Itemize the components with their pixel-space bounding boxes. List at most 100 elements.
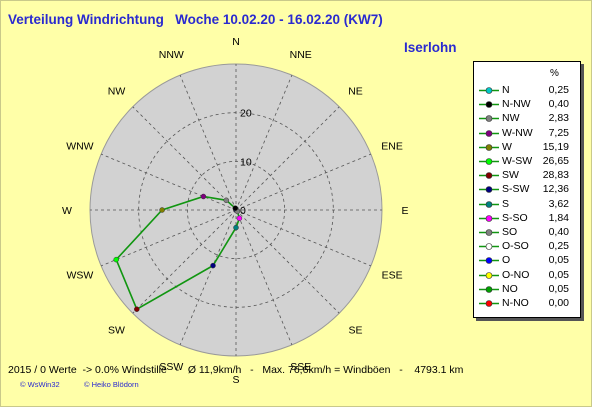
legend-unit: % bbox=[550, 68, 559, 79]
legend-marker bbox=[478, 98, 500, 111]
grid-spoke-wnw bbox=[100, 153, 237, 211]
legend-item: W-NW 7,25 bbox=[474, 127, 580, 140]
data-point-wnw bbox=[200, 193, 207, 200]
copyright-author: © Heiko Blödorn bbox=[84, 380, 139, 389]
legend-value: 0,25 bbox=[548, 84, 569, 96]
direction-label-ssw: SSW bbox=[159, 361, 183, 373]
radial-tick-20: 20 bbox=[240, 108, 252, 120]
legend-marker bbox=[478, 127, 500, 140]
direction-label-nw: NW bbox=[108, 86, 126, 98]
legend-marker bbox=[478, 269, 500, 282]
legend-item: S 3,62 bbox=[474, 198, 580, 211]
legend-item: S-SO 1,84 bbox=[474, 212, 580, 225]
direction-label-ene: ENE bbox=[381, 140, 403, 152]
grid-spoke-sw bbox=[132, 209, 237, 314]
copyright-wswin: © WsWin32 bbox=[20, 380, 60, 389]
legend-marker bbox=[478, 240, 500, 253]
grid-spoke-nw bbox=[132, 106, 237, 211]
location-label: Iserlohn bbox=[404, 40, 457, 55]
legend-value: 15,19 bbox=[542, 140, 569, 153]
grid-spoke-ssw bbox=[179, 209, 237, 346]
direction-label-nnw: NNW bbox=[159, 49, 184, 61]
legend-item: W-SW 26,65 bbox=[474, 155, 580, 168]
legend-marker bbox=[478, 198, 500, 211]
data-point-w bbox=[159, 207, 165, 213]
direction-label-wsw: WSW bbox=[66, 270, 93, 282]
data-point-sse bbox=[236, 215, 243, 222]
grid-spoke-ese bbox=[235, 209, 372, 267]
legend-marker bbox=[478, 212, 500, 225]
direction-label-wnw: WNW bbox=[66, 140, 93, 152]
legend-label: S-SO bbox=[502, 211, 528, 224]
legend-label: NO bbox=[502, 282, 518, 295]
legend-item: N-NO 0,00 bbox=[474, 297, 580, 310]
direction-label-s: S bbox=[232, 374, 239, 386]
legend-item: O 0,05 bbox=[474, 254, 580, 267]
legend-item: O-NO 0,05 bbox=[474, 269, 580, 282]
direction-label-sw: SW bbox=[108, 325, 125, 337]
legend-value: 0,05 bbox=[548, 268, 569, 281]
legend-value: 0,05 bbox=[548, 254, 569, 267]
legend-marker bbox=[478, 169, 500, 182]
legend-item: N-NW 0,40 bbox=[474, 98, 580, 111]
direction-label-se: SE bbox=[348, 325, 362, 337]
legend-label: NW bbox=[502, 112, 520, 125]
legend-marker bbox=[478, 283, 500, 296]
legend-value: 3,62 bbox=[548, 197, 569, 210]
grid-spoke-se bbox=[235, 209, 340, 314]
legend-value: 0,40 bbox=[548, 98, 569, 111]
legend-item: O-SO 0,25 bbox=[474, 240, 580, 253]
legend-value: 0,40 bbox=[548, 226, 569, 238]
legend-marker bbox=[478, 254, 500, 267]
footer-stats: 2015 / 0 Werte -> 0.0% Windstille - Ø 11… bbox=[8, 364, 464, 376]
grid-spoke-nnw bbox=[179, 74, 237, 211]
data-point-ssw bbox=[210, 262, 216, 269]
radial-tick-0: 0 bbox=[240, 205, 246, 217]
legend: % N 0,25 N-NW 0,40 NW 2,83 W-NW 7,25 W 15,19 W-SW 2… bbox=[473, 61, 581, 318]
legend-marker bbox=[478, 112, 500, 125]
legend-item: NO 0,05 bbox=[474, 283, 580, 296]
legend-value: 26,65 bbox=[542, 155, 569, 167]
legend-item: N 0,25 bbox=[474, 84, 580, 97]
legend-label: SW bbox=[502, 169, 519, 182]
legend-label: O-SO bbox=[502, 240, 529, 253]
legend-label: O bbox=[502, 254, 511, 267]
legend-label: S bbox=[502, 197, 510, 210]
legend-value: 0,00 bbox=[548, 297, 569, 309]
legend-value: 0,25 bbox=[548, 240, 569, 253]
data-point-nw bbox=[223, 197, 230, 204]
grid-spoke-nne bbox=[235, 74, 293, 211]
radial-tick-10: 10 bbox=[240, 156, 252, 168]
grid-spoke-wsw bbox=[100, 209, 237, 267]
legend-label: W-SW bbox=[502, 155, 533, 167]
legend-item: NW 2,83 bbox=[474, 112, 580, 125]
legend-value: 0,05 bbox=[548, 282, 569, 295]
data-point-nnw bbox=[232, 205, 239, 211]
grid-spoke-ene bbox=[235, 153, 372, 211]
grid-spoke-ne bbox=[235, 106, 340, 211]
data-point-s bbox=[233, 224, 239, 231]
direction-label-ese: ESE bbox=[382, 270, 403, 282]
legend-label: N bbox=[502, 84, 510, 96]
direction-label-n: N bbox=[232, 36, 240, 48]
legend-value: 2,83 bbox=[548, 112, 569, 125]
legend-value: 12,36 bbox=[542, 183, 569, 196]
direction-label-ne: NE bbox=[348, 86, 363, 98]
legend-label: O-NO bbox=[502, 268, 530, 281]
legend-label: N-NO bbox=[502, 297, 529, 309]
legend-label: SO bbox=[502, 226, 518, 238]
legend-marker bbox=[478, 155, 500, 168]
legend-value: 28,83 bbox=[542, 169, 569, 182]
legend-value: 1,84 bbox=[548, 211, 569, 224]
direction-label-e: E bbox=[401, 205, 408, 217]
legend-item: SW 28,83 bbox=[474, 169, 580, 182]
legend-label: W bbox=[502, 140, 512, 153]
legend-item: S-SW 12,36 bbox=[474, 183, 580, 196]
direction-label-w: W bbox=[62, 205, 72, 217]
chart-title: Verteilung Windrichtung Woche 10.02.20 -… bbox=[8, 12, 383, 27]
legend-marker bbox=[478, 297, 500, 310]
legend-item: W 15,19 bbox=[474, 141, 580, 154]
legend-label: W-NW bbox=[502, 126, 533, 139]
direction-label-nne: NNE bbox=[290, 49, 312, 61]
